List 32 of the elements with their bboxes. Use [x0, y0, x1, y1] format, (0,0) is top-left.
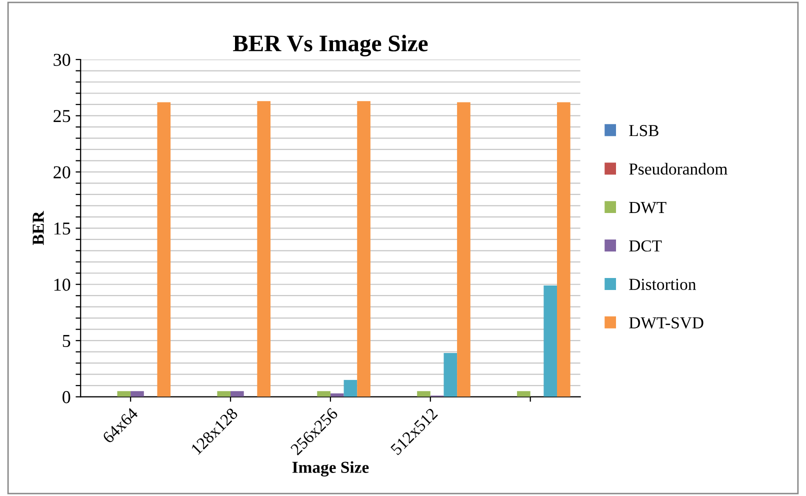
y-tick-label: 25 — [54, 110, 70, 122]
bar — [257, 101, 270, 397]
bar — [217, 391, 231, 397]
y-tick-label: 5 — [62, 335, 70, 348]
bar — [457, 102, 470, 397]
bar — [317, 391, 330, 397]
bar — [117, 391, 131, 397]
bar — [417, 391, 430, 397]
y-tick-label: 0 — [62, 391, 70, 404]
bar — [517, 391, 530, 397]
bar — [444, 352, 458, 397]
legend-label: LSB — [629, 125, 658, 136]
bar — [330, 393, 344, 397]
bar — [344, 380, 358, 397]
legend-label: Pseudorandom — [629, 162, 728, 175]
legend-label: Distortion — [629, 278, 696, 290]
y-tick-label: 10 — [54, 278, 70, 291]
legend-label: DWT-SVD — [629, 317, 704, 329]
legend-label: DWT — [629, 202, 666, 214]
y-tick-label: 30 — [54, 54, 70, 66]
y-tick-label: 15 — [54, 222, 70, 235]
bar — [157, 102, 171, 397]
bar — [544, 286, 557, 397]
bar — [130, 391, 144, 397]
x-axis-title: Image Size — [292, 461, 369, 476]
bar — [357, 101, 370, 397]
y-axis-title: BER — [32, 210, 44, 246]
bar — [557, 102, 570, 397]
legend-label: DCT — [629, 240, 662, 252]
y-tick-label: 20 — [54, 166, 70, 178]
chart-title: BER Vs Image Size — [233, 34, 428, 56]
bar — [230, 391, 244, 397]
